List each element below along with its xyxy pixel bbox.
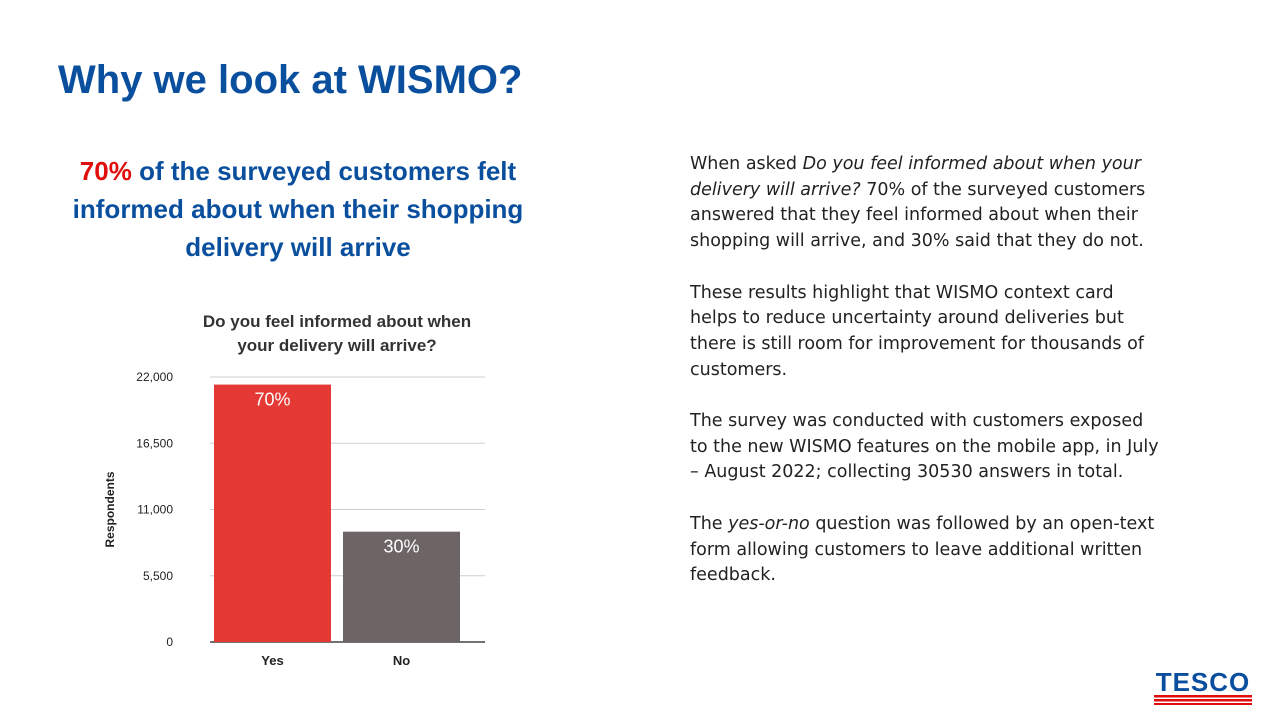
body-text-run: The survey was conducted with customers … (690, 411, 1159, 483)
body-text-run: 70% of the surveyed customers answered t… (690, 179, 1146, 252)
slide-title: Why we look at WISMO? (58, 58, 523, 102)
bar-chart: Do you feel informed about when your deli… (100, 300, 500, 680)
y-axis-label: Respondents (103, 471, 117, 547)
svg-text:TESCO: TESCO (1156, 668, 1251, 697)
y-tick-label: 16,500 (136, 436, 173, 450)
body-text-run: question was followed by an open-text fo… (690, 513, 1155, 586)
y-tick-label: 22,000 (136, 370, 173, 384)
headline-highlight: 70% (79, 156, 132, 186)
x-tick-label: Yes (261, 653, 283, 668)
body-text-run: These results highlight that WISMO conte… (690, 282, 1144, 380)
data-label: 70% (254, 390, 290, 410)
bar-no (343, 531, 460, 642)
y-tick-label: 11,000 (137, 503, 173, 517)
body-paragraph: The yes-or-no question was followed by a… (690, 512, 1160, 589)
y-tick-label: 5,500 (143, 569, 173, 583)
body-text-run: The (690, 513, 729, 534)
bar-yes (214, 384, 331, 642)
chart-svg: Do you feel informed about when your deli… (103, 312, 485, 668)
y-tick-label: 0 (166, 635, 173, 649)
tesco-logo-graphic: TESCO (1154, 667, 1252, 705)
body-text: When asked Do you feel informed about wh… (690, 152, 1160, 615)
body-text-italic: Do you feel informed about when your del… (690, 154, 1141, 200)
tesco-logo: TESCO (1150, 667, 1256, 706)
body-text-italic: yes-or-no (728, 513, 810, 534)
body-text-run: When asked (690, 154, 803, 174)
x-tick-label: No (393, 653, 410, 668)
chart-title: Do you feel informed about when your deli… (203, 312, 471, 355)
headline: 70% of the surveyed customers felt infor… (40, 152, 556, 266)
body-paragraph: These results highlight that WISMO conte… (690, 281, 1160, 384)
data-label: 30% (383, 537, 419, 557)
headline-text: of the surveyed customers felt informed … (72, 156, 524, 262)
body-paragraph: The survey was conducted with customers … (690, 409, 1160, 486)
body-paragraph: When asked Do you feel informed about wh… (690, 152, 1160, 255)
